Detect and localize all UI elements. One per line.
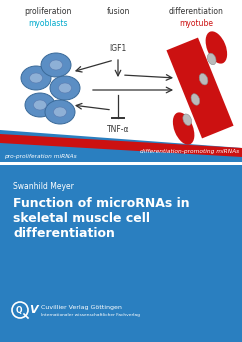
- Ellipse shape: [183, 114, 191, 126]
- Ellipse shape: [30, 73, 43, 83]
- Ellipse shape: [25, 93, 55, 117]
- Ellipse shape: [199, 74, 208, 85]
- Ellipse shape: [207, 53, 216, 65]
- Ellipse shape: [50, 76, 80, 100]
- Text: skeletal muscle cell: skeletal muscle cell: [13, 212, 150, 225]
- Ellipse shape: [206, 31, 227, 64]
- Text: Internationaler wissenschaftlicher Fachverlag: Internationaler wissenschaftlicher Fachv…: [41, 313, 140, 317]
- Text: proliferation: proliferation: [24, 7, 72, 16]
- Text: IGF1: IGF1: [109, 44, 127, 53]
- Text: Swanhild Meyer: Swanhild Meyer: [13, 182, 74, 191]
- Polygon shape: [0, 130, 242, 162]
- Text: V: V: [29, 305, 37, 315]
- Bar: [0, 0, 242, 165]
- Ellipse shape: [191, 94, 200, 105]
- Ellipse shape: [50, 60, 62, 70]
- Polygon shape: [0, 134, 242, 157]
- Ellipse shape: [59, 83, 71, 93]
- Text: myotube: myotube: [179, 19, 213, 28]
- Ellipse shape: [45, 100, 75, 124]
- Ellipse shape: [53, 107, 67, 117]
- Ellipse shape: [173, 113, 194, 145]
- Text: differentiation: differentiation: [13, 227, 115, 240]
- Ellipse shape: [21, 66, 51, 90]
- Ellipse shape: [33, 100, 46, 110]
- Text: fusion: fusion: [106, 7, 130, 16]
- Text: TNF-α: TNF-α: [107, 125, 129, 134]
- Text: pro-proliferation miRNAs: pro-proliferation miRNAs: [4, 154, 77, 159]
- Text: Q: Q: [16, 305, 22, 315]
- Text: Cuvillier Verlag Göttingen: Cuvillier Verlag Göttingen: [41, 304, 122, 310]
- Text: differentiation: differentiation: [169, 7, 223, 16]
- Polygon shape: [166, 38, 234, 139]
- Text: Function of microRNAs in: Function of microRNAs in: [13, 197, 190, 210]
- Text: differentiation-promoting miRNAs: differentiation-promoting miRNAs: [140, 149, 239, 154]
- Ellipse shape: [41, 53, 71, 77]
- Text: myoblasts: myoblasts: [28, 19, 68, 28]
